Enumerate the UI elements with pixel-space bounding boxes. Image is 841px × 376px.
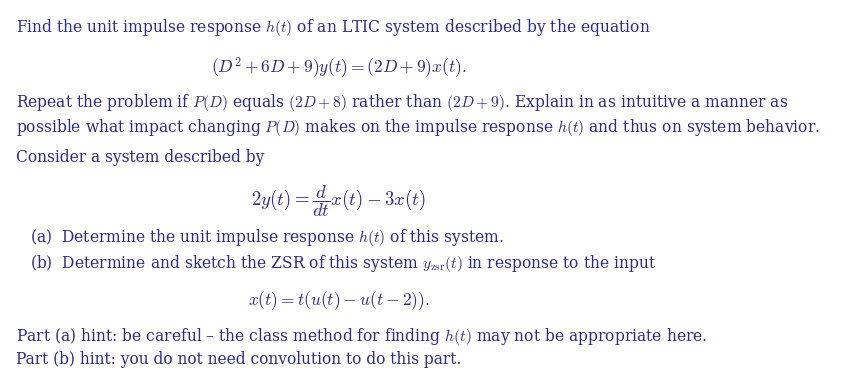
Text: Repeat the problem if $P(D)$ equals $(2D+8)$ rather than $(2D+9)$. Explain in as: Repeat the problem if $P(D)$ equals $(2D…	[16, 92, 788, 113]
Text: (b)  Determine and sketch the ZSR of this system $y_{\mathrm{zsr}}(t)$ in respon: (b) Determine and sketch the ZSR of this…	[29, 253, 656, 274]
Text: (a)  Determine the unit impulse response $h(t)$ of this system.: (a) Determine the unit impulse response …	[29, 227, 504, 247]
Text: Part (b) hint: you do not need convolution to do this part.: Part (b) hint: you do not need convoluti…	[16, 351, 462, 368]
Text: possible what impact changing $P(D)$ makes on the impulse response $h(t)$ and th: possible what impact changing $P(D)$ mak…	[16, 117, 820, 138]
Text: Part (a) hint: be careful – the class method for finding $h(t)$ may not be appro: Part (a) hint: be careful – the class me…	[16, 326, 707, 347]
Text: $x(t) = t(u(t) - u(t-2)).$: $x(t) = t(u(t) - u(t-2)).$	[248, 289, 429, 312]
Text: Consider a system described by: Consider a system described by	[16, 149, 265, 166]
Text: Find the unit impulse response $h(t)$ of an LTIC system described by the equatio: Find the unit impulse response $h(t)$ of…	[16, 17, 651, 38]
Text: $2y(t) = \dfrac{d}{dt}x(t) - 3x(t)$: $2y(t) = \dfrac{d}{dt}x(t) - 3x(t)$	[251, 183, 426, 219]
Text: $(D^2 + 6D + 9)y(t) = (2D + 9)x(t).$: $(D^2 + 6D + 9)y(t) = (2D + 9)x(t).$	[211, 55, 466, 80]
